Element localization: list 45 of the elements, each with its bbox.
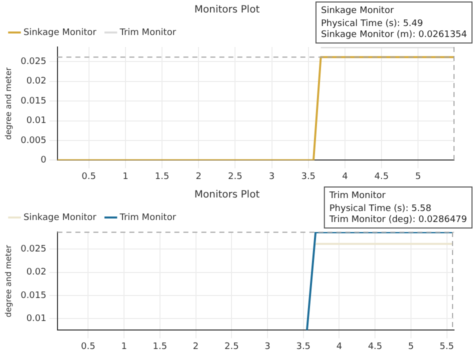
x-tick-label: 2.5	[224, 342, 239, 352]
text: Sinkage Monitor (m): 0.0261354	[320, 30, 468, 40]
x-tick-label: 1	[121, 342, 127, 352]
x-tick-label: 2.5	[228, 172, 242, 182]
text: Trim Monitor (deg): 0.0286479	[328, 214, 468, 225]
x-tick-label: 3	[264, 342, 270, 352]
x-tick-label: 3.5	[296, 342, 311, 352]
text: Physical Time (s): 5.58	[329, 204, 432, 214]
y-tick-label: 0.02	[26, 76, 46, 87]
x-tick-label: 0.5	[82, 172, 96, 182]
y-tick-label: 0.025	[20, 244, 46, 254]
x-tick-label: 4.5	[368, 342, 382, 352]
y-tick-label: 0.025	[20, 56, 46, 67]
x-tick-label: 5	[408, 342, 414, 352]
x-tick-label: 4.5	[374, 172, 389, 182]
chart-title: Monitors Plot	[194, 190, 260, 201]
y-axis-title: degree and meter	[4, 66, 13, 140]
text: Physical Time (s): 5.49	[320, 18, 424, 29]
y-tick-label: 0.015	[20, 290, 46, 301]
legend-label: Trim Monitor	[118, 212, 176, 223]
x-tick-label: 2	[196, 172, 202, 182]
legend-label: Trim Monitor	[118, 28, 176, 38]
chart-title: Monitors Plot	[194, 4, 260, 16]
y-tick-label: 0.02	[26, 268, 46, 278]
y-tick-label: 0.01	[26, 116, 46, 126]
y-axis-title: degree and meter	[4, 244, 13, 318]
x-tick-label: 4	[342, 172, 348, 182]
legend-label: Sinkage Monitor	[24, 28, 97, 38]
x-tick-label: 1.5	[154, 172, 170, 182]
y-tick-label: 0.015	[20, 96, 46, 106]
y-tick-label: 0.005	[20, 136, 46, 146]
x-tick-label: 0.5	[81, 342, 96, 352]
x-tick-label: 5.5	[440, 342, 454, 352]
y-tick-label: 0.01	[26, 314, 46, 324]
x-tick-label: 5	[415, 172, 422, 182]
legend-label: Sinkage Monitor	[24, 212, 97, 223]
x-tick-label: 1.5	[152, 342, 168, 352]
x-tick-label: 1	[122, 172, 128, 182]
y-tick-label: 0	[40, 156, 47, 166]
x-tick-label: 3	[268, 172, 275, 182]
x-tick-label: 3.5	[301, 172, 316, 182]
x-tick-label: 4	[336, 342, 342, 352]
x-tick-label: 2	[192, 342, 199, 352]
text: Trim Monitor	[328, 190, 386, 201]
text: Sinkage Monitor	[320, 6, 394, 16]
